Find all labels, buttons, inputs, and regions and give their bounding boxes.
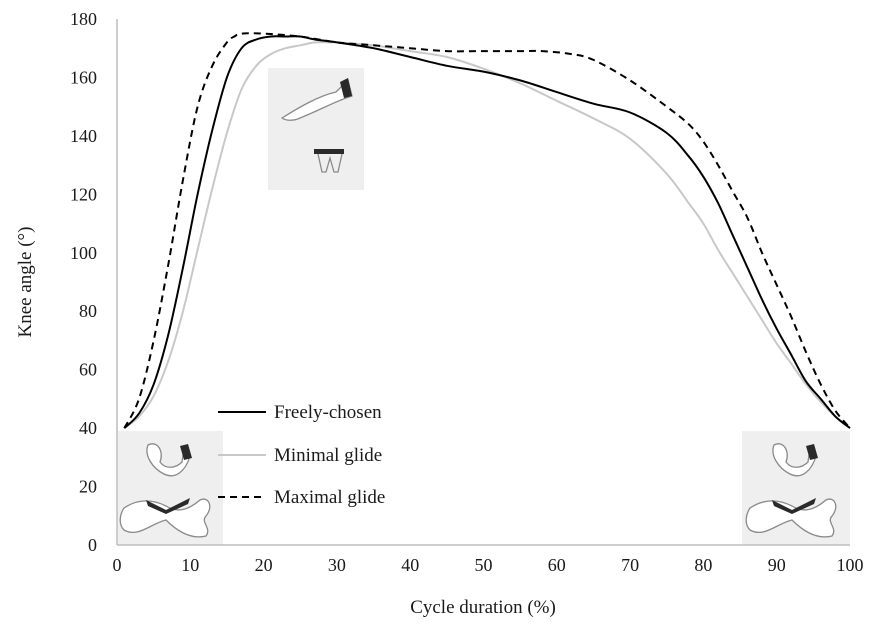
x-tick-label: 30 (328, 555, 346, 575)
x-tick-label: 100 (837, 555, 864, 575)
y-tick-labels: 0 20 40 60 80 100 120 140 160 180 (70, 9, 97, 555)
x-tick-label: 90 (768, 555, 786, 575)
x-tick-label: 10 (181, 555, 199, 575)
y-tick-label: 60 (79, 360, 97, 380)
y-tick-label: 140 (70, 126, 97, 146)
x-tick-label: 60 (548, 555, 566, 575)
y-tick-label: 160 (70, 67, 97, 87)
legend: Freely-chosen Minimal glide Maximal glid… (218, 402, 385, 508)
y-tick-label: 80 (79, 301, 97, 321)
series-line-maximal-glide (123, 32, 851, 429)
series-layer (123, 32, 851, 429)
y-tick-label: 40 (79, 418, 97, 438)
y-axis-label: Knee angle (°) (15, 227, 36, 338)
y-tick-label: 100 (70, 243, 97, 263)
x-tick-label: 50 (475, 555, 493, 575)
legend-label-minimal-glide: Minimal glide (274, 445, 382, 466)
figure-top-center (268, 68, 364, 190)
figure-bottom-right (742, 431, 850, 545)
x-axis-label: Cycle duration (%) (410, 597, 556, 618)
legend-label-maximal-glide: Maximal glide (274, 487, 385, 508)
x-tick-label: 80 (694, 555, 712, 575)
legend-label-freely-chosen: Freely-chosen (274, 402, 382, 423)
y-tick-label: 180 (70, 9, 97, 29)
series-line-minimal-glide (123, 41, 851, 429)
x-tick-label: 70 (621, 555, 639, 575)
figure-bottom-left (117, 431, 223, 545)
x-tick-labels: 0 10 20 30 40 50 60 70 80 90 100 (113, 555, 864, 575)
y-tick-label: 20 (79, 477, 97, 497)
x-tick-label: 40 (401, 555, 419, 575)
series-line-freely-chosen (123, 35, 851, 429)
x-tick-label: 0 (113, 555, 122, 575)
y-tick-label: 0 (88, 535, 97, 555)
x-tick-label: 20 (255, 555, 273, 575)
y-tick-label: 120 (70, 184, 97, 204)
